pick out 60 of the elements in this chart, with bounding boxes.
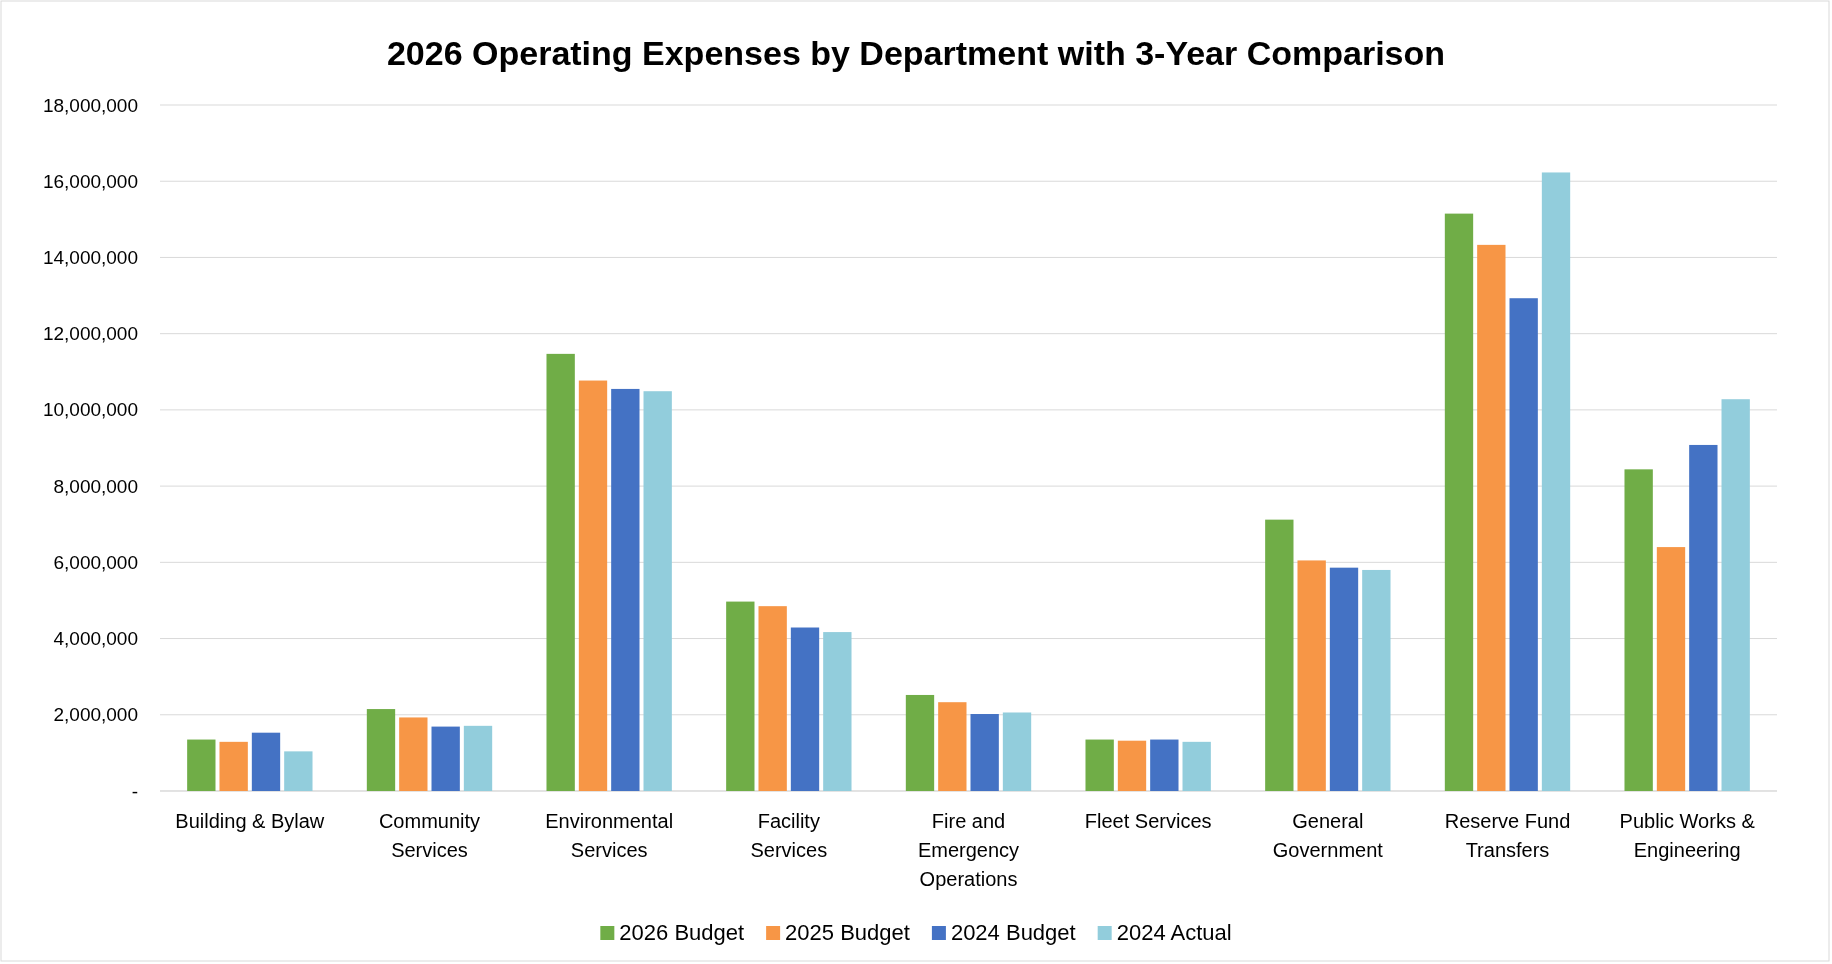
y-tick-label: 14,000,000 xyxy=(42,247,138,269)
bar xyxy=(1297,560,1326,791)
x-tick-label: Fire and Emergency Operations xyxy=(917,810,1020,890)
bar xyxy=(1002,712,1032,791)
legend-label: 2024 Actual xyxy=(1116,920,1232,945)
legend-label: 2025 Budget xyxy=(785,920,910,945)
y-tick-label: 2,000,000 xyxy=(53,704,138,726)
y-tick-label: - xyxy=(131,780,138,802)
bar xyxy=(643,391,672,791)
bar xyxy=(1509,298,1538,791)
bar xyxy=(431,726,460,791)
chart-title: 2026 Operating Expenses by Department with 3-Year Comparison xyxy=(386,34,1446,72)
legend-label: 2024 Budget xyxy=(950,920,1076,945)
x-tick-label: Facility Services xyxy=(750,810,828,861)
bar xyxy=(1541,172,1571,791)
y-tick-label: 18,000,000 xyxy=(42,94,138,116)
bar xyxy=(1444,213,1474,791)
bar xyxy=(1624,469,1653,791)
bar xyxy=(823,632,852,791)
bar xyxy=(399,717,428,791)
y-tick-label: 6,000,000 xyxy=(53,551,138,573)
y-tick-label: 10,000,000 xyxy=(42,399,138,421)
bar xyxy=(187,739,216,791)
x-tick-label: Community Services xyxy=(378,810,481,861)
bar xyxy=(1182,741,1211,791)
bar xyxy=(905,694,935,791)
bar xyxy=(970,714,999,791)
bar xyxy=(251,732,281,791)
bar xyxy=(1085,739,1114,791)
x-tick-label: Reserve Fund Transfers xyxy=(1444,810,1571,861)
bar xyxy=(1265,519,1294,791)
bar xyxy=(463,725,493,791)
bar xyxy=(611,388,640,791)
bar xyxy=(790,627,820,791)
y-tick-label: 12,000,000 xyxy=(42,323,138,345)
bar xyxy=(219,741,248,791)
y-tick-label: 4,000,000 xyxy=(53,628,138,650)
y-tick-label: 16,000,000 xyxy=(42,170,138,192)
bar xyxy=(1721,399,1750,791)
bar xyxy=(938,702,967,791)
bar xyxy=(546,353,575,791)
bar xyxy=(1477,244,1506,791)
bar xyxy=(758,606,787,791)
bar xyxy=(366,709,396,791)
x-tick-label: Building & Bylaw xyxy=(175,810,325,832)
bar xyxy=(1656,547,1686,791)
bar xyxy=(1329,567,1359,791)
bar xyxy=(1117,740,1147,791)
x-tick-label: General Government xyxy=(1272,810,1384,861)
bar xyxy=(578,380,608,791)
y-tick-label: 8,000,000 xyxy=(53,475,138,497)
x-tick-label: Fleet Services xyxy=(1084,810,1212,832)
bar xyxy=(284,751,313,791)
bar xyxy=(1362,569,1391,791)
bar xyxy=(1689,444,1718,791)
bar xyxy=(1150,739,1179,791)
bar xyxy=(726,601,755,791)
x-tick-label: Public Works & Engineering xyxy=(1619,810,1756,861)
x-tick-label: Environmental Services xyxy=(545,810,674,861)
legend-label: 2026 Budget xyxy=(619,920,745,945)
